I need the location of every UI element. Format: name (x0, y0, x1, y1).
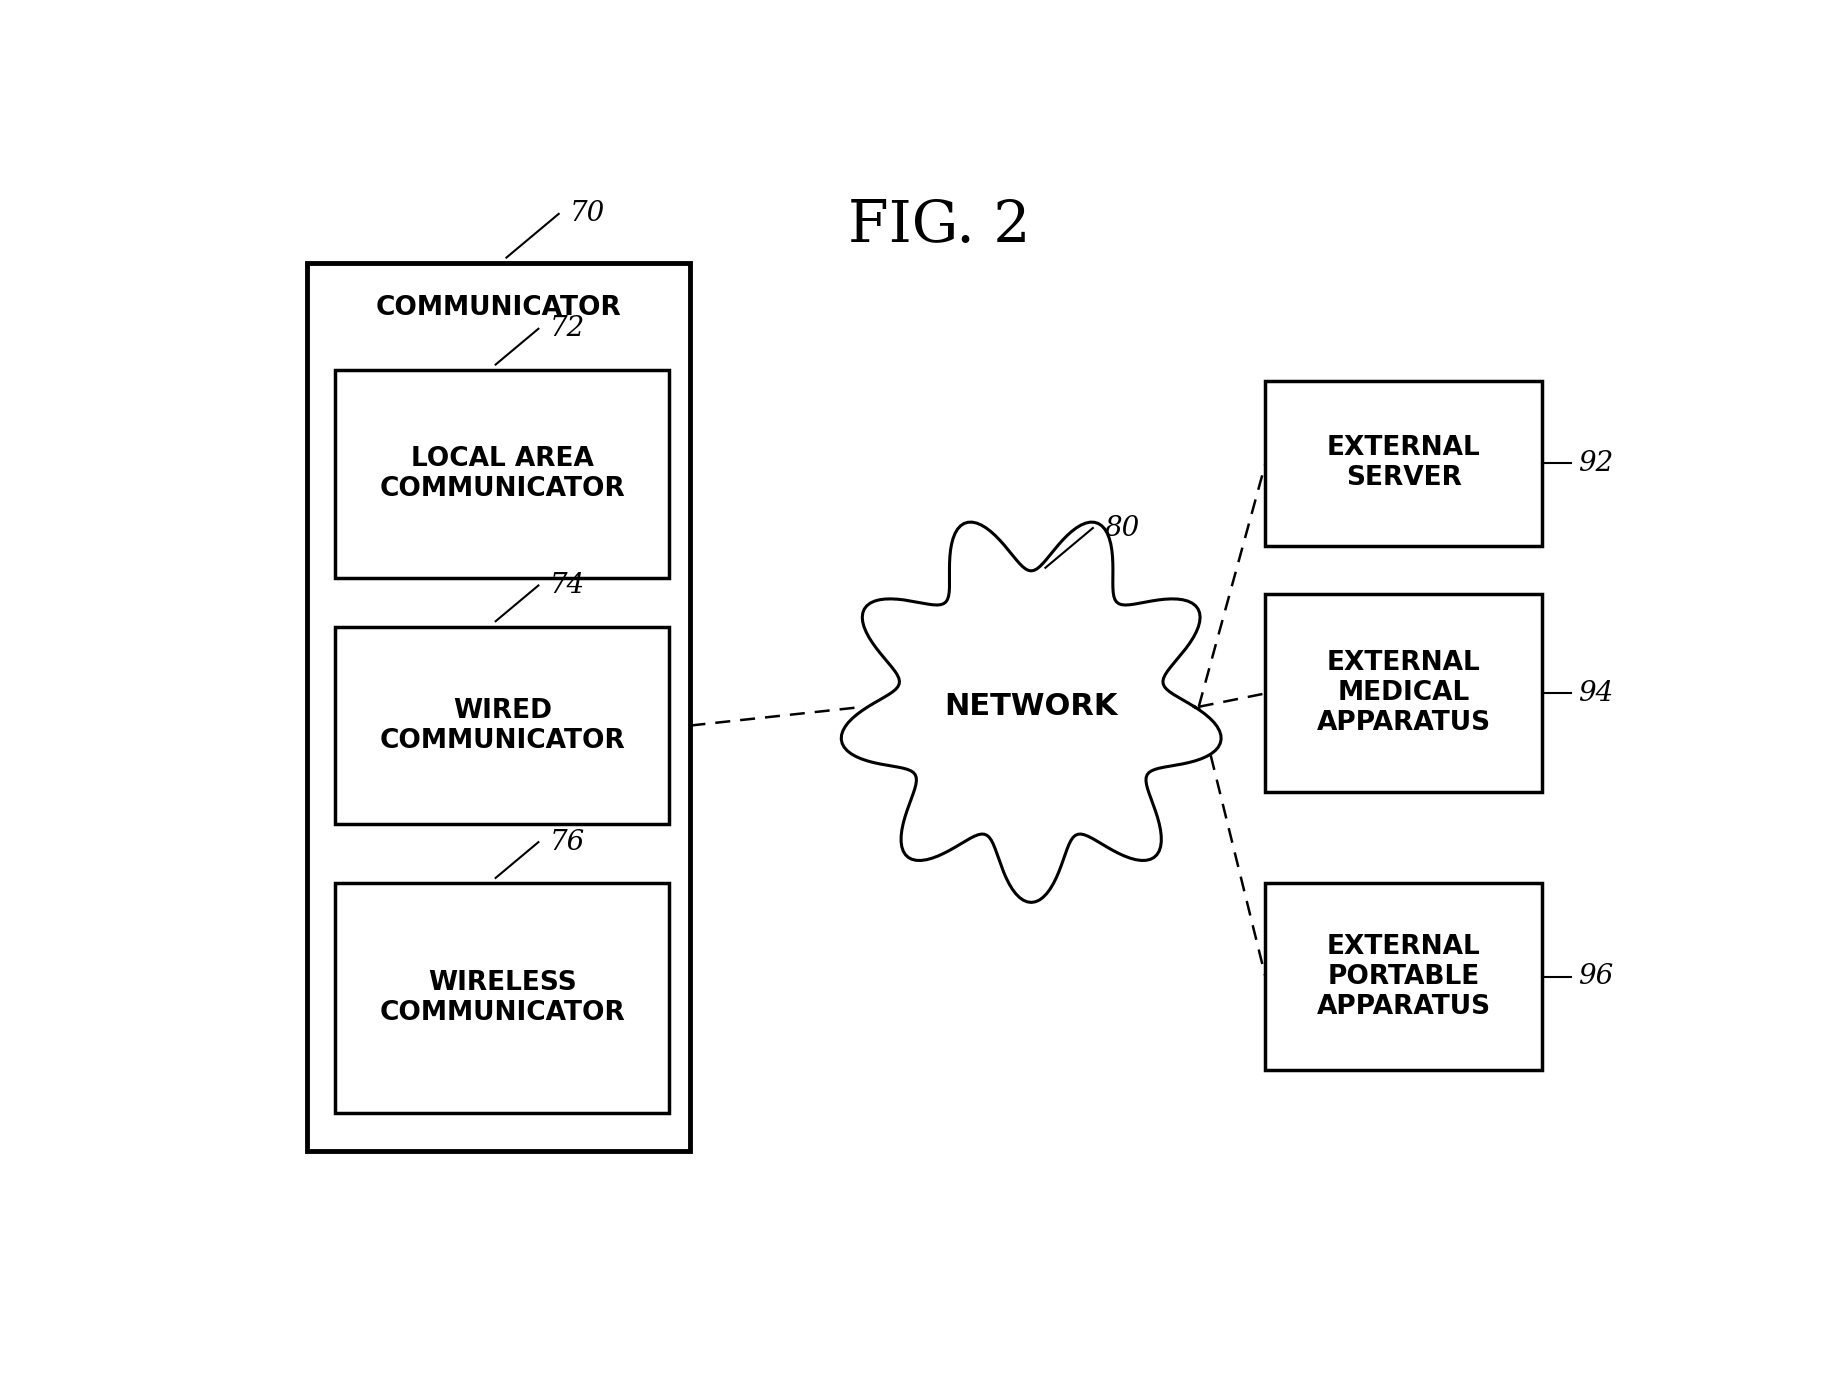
Bar (335, 626, 669, 825)
Bar (1266, 883, 1543, 1071)
Text: NETWORK: NETWORK (945, 692, 1118, 721)
Text: WIRED
COMMUNICATOR: WIRED COMMUNICATOR (379, 697, 625, 753)
Text: 70: 70 (570, 200, 605, 228)
Text: 80: 80 (1105, 514, 1140, 542)
Polygon shape (841, 522, 1222, 903)
Text: 92: 92 (1577, 450, 1612, 476)
Text: 74: 74 (550, 572, 584, 599)
Text: EXTERNAL
SERVER: EXTERNAL SERVER (1326, 436, 1480, 492)
Bar (308, 263, 691, 1150)
Text: LOCAL AREA
COMMUNICATOR: LOCAL AREA COMMUNICATOR (379, 446, 625, 503)
Text: 76: 76 (550, 829, 584, 856)
Text: EXTERNAL
PORTABLE
APPARATUS: EXTERNAL PORTABLE APPARATUS (1317, 933, 1491, 1020)
Bar (335, 883, 669, 1113)
Text: EXTERNAL
MEDICAL
APPARATUS: EXTERNAL MEDICAL APPARATUS (1317, 650, 1491, 736)
Text: 96: 96 (1577, 964, 1612, 990)
Bar (335, 369, 669, 578)
Text: FIG. 2: FIG. 2 (848, 197, 1030, 254)
Bar (1266, 381, 1543, 546)
Text: 72: 72 (550, 315, 584, 342)
Text: COMMUNICATOR: COMMUNICATOR (376, 294, 621, 321)
Text: 94: 94 (1577, 681, 1612, 707)
Bar (1266, 594, 1543, 792)
Text: WIRELESS
COMMUNICATOR: WIRELESS COMMUNICATOR (379, 971, 625, 1026)
